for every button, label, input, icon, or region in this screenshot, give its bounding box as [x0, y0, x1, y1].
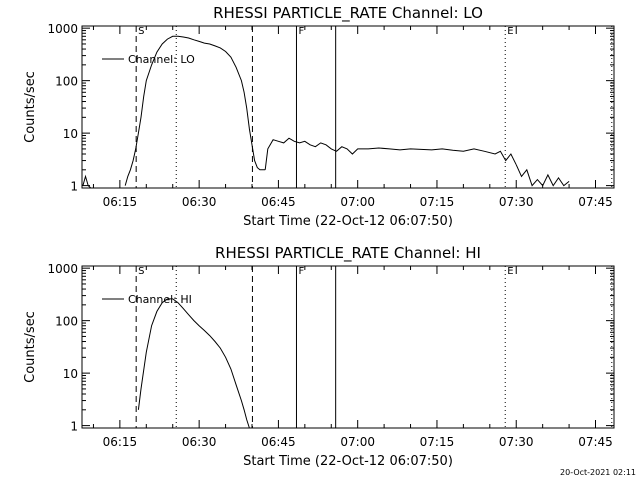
x-tick-label: 07:45: [578, 435, 613, 449]
event-marker-label: S: [138, 266, 144, 277]
series-line-segment-1: [82, 174, 94, 189]
y-tick-label: 1000: [47, 22, 78, 36]
legend-label: Channel: LO: [128, 53, 195, 66]
chart-title: RHESSI PARTICLE_RATE Channel: LO: [213, 4, 483, 23]
chart-title: RHESSI PARTICLE_RATE Channel: HI: [215, 244, 481, 263]
x-tick-label: 07:45: [578, 195, 613, 209]
x-tick-label: 06:45: [261, 435, 296, 449]
legend-label: Channel: HI: [128, 293, 192, 306]
y-tick-label: 1: [70, 420, 78, 434]
chart-panel-1: RHESSI PARTICLE_RATE Channel: LO 1 10 100 10…: [23, 4, 615, 229]
x-tick-label: 07:15: [420, 435, 455, 449]
event-marker-label: E: [507, 266, 513, 277]
series-line-segment-2: [124, 35, 266, 186]
x-tick-label: 06:15: [103, 195, 138, 209]
x-tick-label: 07:30: [499, 195, 534, 209]
y-tick-label: 1000: [47, 262, 78, 276]
y-axis-label: Counts/sec: [23, 311, 38, 383]
chart-panel-2: RHESSI PARTICLE_RATE Channel: HI 1 10 100 10…: [23, 244, 615, 469]
x-tick-label: 06:30: [182, 195, 217, 209]
y-tick-label: 1: [70, 180, 78, 194]
x-tick-label: 06:15: [103, 435, 138, 449]
x-axis-label: Start Time (22-Oct-12 06:07:50): [243, 454, 453, 469]
y-tick-label: 10: [63, 367, 78, 381]
x-tick-label: 07:30: [499, 435, 534, 449]
y-tick-label: 10: [63, 127, 78, 141]
x-tick-label: 07:00: [340, 435, 375, 449]
x-tick-label: 07:00: [340, 195, 375, 209]
series-line-segment-1: [137, 298, 250, 429]
event-marker-label: E: [507, 26, 513, 37]
y-axis-label: Counts/sec: [23, 71, 38, 143]
x-tick-label: 06:45: [261, 195, 296, 209]
y-tick-label: 100: [55, 75, 78, 89]
event-marker-label: S: [138, 26, 144, 37]
series-line-segment-4: [515, 164, 570, 187]
plot-frame: [81, 25, 615, 189]
event-marker-label: F: [298, 266, 304, 277]
footer-timestamp: 20-Oct-2021 02:11: [560, 468, 636, 477]
x-tick-label: 06:30: [182, 435, 217, 449]
x-tick-label: 07:15: [420, 195, 455, 209]
y-tick-label: 100: [55, 315, 78, 329]
plot-frame: [81, 265, 615, 429]
event-marker-label: F: [298, 26, 304, 37]
series-line-segment-3: [264, 137, 517, 170]
x-axis-label: Start Time (22-Oct-12 06:07:50): [243, 214, 453, 229]
